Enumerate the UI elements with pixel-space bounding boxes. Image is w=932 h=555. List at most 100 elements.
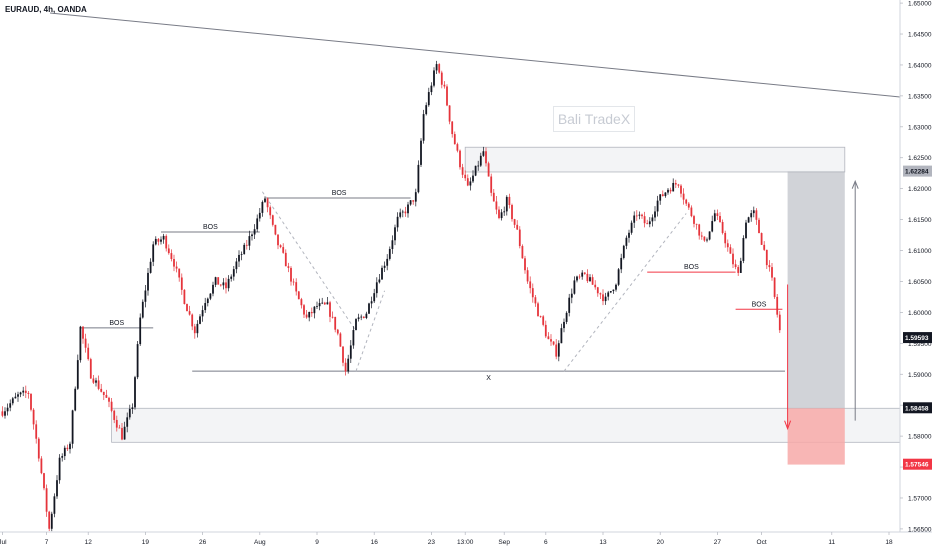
candle (381, 267, 383, 280)
candle (622, 245, 625, 258)
candle (648, 221, 651, 225)
candle (724, 232, 727, 244)
candle (396, 216, 399, 228)
candle (71, 410, 74, 444)
candle (66, 447, 69, 450)
candle (240, 254, 243, 255)
candle (599, 293, 602, 295)
time-tick-label: 9 (315, 539, 319, 546)
price-label: 1.57546 (905, 462, 929, 469)
candle (9, 403, 12, 408)
bos-label: BOS (203, 224, 218, 231)
dashed-trendline (261, 191, 357, 332)
candle (323, 302, 326, 305)
candle (490, 176, 493, 193)
candle (752, 210, 755, 214)
candle (110, 401, 113, 411)
candle (227, 278, 230, 289)
candle (154, 238, 157, 245)
candle (700, 235, 703, 237)
price-label: 1.62284 (905, 169, 929, 176)
candle (253, 229, 256, 235)
arrow-head-up (851, 179, 859, 189)
candle (492, 192, 495, 202)
candle (326, 302, 329, 305)
candle (344, 362, 347, 372)
candle (357, 317, 360, 320)
candle (589, 277, 591, 282)
candle (118, 427, 121, 429)
candle (719, 215, 721, 222)
candle (266, 198, 269, 208)
candle (771, 267, 773, 278)
candle (747, 217, 750, 223)
candle (165, 235, 168, 249)
candle (742, 238, 745, 261)
candle (477, 165, 480, 167)
candle (378, 279, 381, 283)
candle (87, 347, 90, 360)
candle (570, 293, 573, 298)
candle (1, 411, 4, 416)
candle (339, 333, 342, 347)
candle (664, 192, 667, 197)
candle (56, 480, 58, 497)
candle (188, 311, 191, 315)
candle (232, 269, 235, 277)
candle (661, 194, 664, 197)
candle (583, 272, 586, 274)
time-tick-label: 26 (199, 539, 207, 546)
candle (61, 456, 64, 458)
candle (329, 302, 331, 317)
candle (76, 360, 79, 389)
candle (292, 281, 295, 283)
candle (204, 303, 207, 311)
time-tick-label: 6 (544, 539, 548, 546)
candle (690, 207, 693, 217)
candle (417, 164, 420, 193)
price-tick-label: 1.62500 (908, 155, 932, 162)
candle (95, 380, 97, 383)
candle (199, 316, 201, 324)
time-tick-label: 27 (714, 539, 722, 546)
candle (128, 408, 131, 418)
x-label: X (486, 375, 491, 382)
candle (147, 272, 149, 291)
candle (734, 264, 737, 268)
candle (672, 182, 675, 192)
candle (651, 217, 654, 222)
candle (214, 277, 217, 285)
candle (40, 458, 43, 474)
candle (186, 304, 188, 312)
candle (191, 314, 194, 327)
candle (563, 321, 565, 329)
candle (108, 397, 110, 402)
candle (453, 134, 456, 145)
candle (576, 276, 578, 281)
candle (69, 443, 71, 450)
candle (219, 284, 222, 286)
candle (448, 105, 451, 122)
candle (261, 201, 264, 213)
time-tick-label: 23 (428, 539, 436, 546)
candle (596, 287, 599, 294)
price-label: 1.58458 (905, 405, 929, 412)
candle (360, 316, 363, 318)
candle (279, 245, 282, 248)
candle (773, 277, 776, 297)
candle (435, 64, 438, 71)
candle (703, 236, 706, 241)
projection-box-red (787, 408, 845, 465)
candle (586, 273, 589, 282)
candle (321, 302, 324, 304)
time-tick-label: 18 (885, 539, 893, 546)
candle (739, 260, 742, 273)
candle (352, 330, 355, 346)
candle (440, 72, 443, 85)
candle (149, 261, 152, 273)
candle (630, 222, 633, 233)
candle (300, 299, 303, 306)
candle (126, 417, 129, 427)
